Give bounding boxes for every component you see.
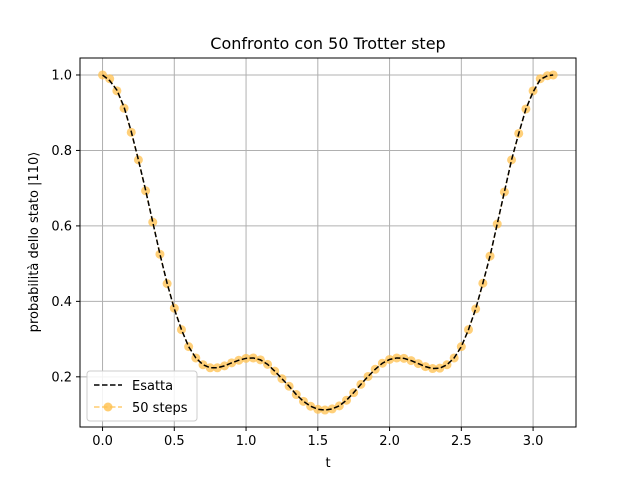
series-50-steps-point — [492, 219, 502, 229]
plot-area — [79, 57, 577, 428]
series-50-steps-point — [499, 187, 509, 197]
chart-title: Confronto con 50 Trotter step — [210, 34, 445, 53]
series-50-steps-point — [205, 363, 215, 373]
series-50-steps — [98, 70, 558, 415]
series — [98, 70, 558, 415]
series-50-steps-point — [155, 249, 165, 259]
series-50-steps-point — [212, 363, 222, 373]
series-esatta — [102, 74, 554, 411]
x-tick-label: 1.0 — [236, 434, 257, 449]
series-50-steps-point — [169, 303, 179, 313]
series-50-steps-point — [428, 364, 438, 374]
series-50-steps-point — [320, 405, 330, 415]
x-axis-label: t — [325, 456, 330, 471]
x-tick-label: 0.0 — [92, 434, 113, 449]
series-50-steps-point — [133, 155, 143, 165]
series-50-steps-point — [141, 186, 151, 196]
y-tick-label: 0.2 — [51, 370, 72, 385]
series-50-steps-point — [105, 74, 115, 84]
series-50-steps-point — [112, 86, 122, 96]
y-axis-label: probabilità dello stato |110⟩ — [27, 152, 42, 333]
x-tick-label: 2.5 — [451, 434, 472, 449]
legend-box — [86, 370, 198, 422]
series-50-steps-point — [220, 361, 230, 371]
series-50-steps-point — [148, 217, 158, 227]
legend-label-esatta: Esatta — [132, 379, 173, 394]
x-tick-label: 2.0 — [379, 434, 400, 449]
y-tick-label: 0.4 — [51, 295, 72, 310]
series-50-steps-point — [507, 155, 517, 165]
series-50-steps-point — [313, 404, 323, 414]
legend-label-50-steps: 50 steps — [132, 401, 188, 416]
series-50-steps-line — [102, 74, 554, 411]
x-tick-label: 3.0 — [523, 434, 544, 449]
x-tick-label: 1.5 — [307, 434, 328, 449]
series-50-steps-point — [535, 74, 545, 84]
series-50-steps-point — [456, 342, 466, 352]
axis-ticks: 0.0 0.5 1.0 1.5 2.0 2.5 3.0 0.2 0.4 0.6 0.8 1.0 — [51, 68, 543, 449]
x-tick-label: 0.5 — [164, 434, 185, 449]
series-esatta-line — [102, 74, 554, 411]
y-tick-label: 1.0 — [51, 68, 72, 83]
legend-marker-50-steps — [103, 402, 113, 412]
series-50-steps-point — [471, 304, 481, 314]
series-50-steps-point — [327, 404, 337, 414]
series-50-steps-point — [435, 363, 445, 373]
y-tick-label: 0.6 — [51, 219, 72, 234]
series-50-steps-point — [184, 342, 194, 352]
y-tick-label: 0.8 — [51, 144, 72, 159]
legend: Esatta 50 steps — [86, 370, 198, 422]
